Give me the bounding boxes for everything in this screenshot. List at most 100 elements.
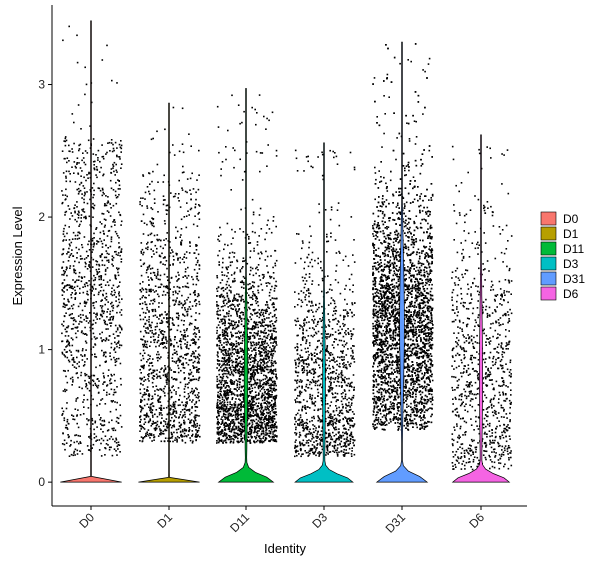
jitter-point	[189, 422, 191, 424]
jitter-point	[217, 423, 219, 426]
jitter-point	[241, 386, 243, 389]
jitter-point	[93, 207, 95, 210]
jitter-point	[228, 419, 230, 421]
jitter-point	[264, 355, 267, 357]
jitter-point	[248, 236, 250, 238]
jitter-point	[227, 358, 229, 361]
jitter-point	[181, 429, 184, 431]
jitter-point	[222, 368, 225, 371]
jitter-point	[195, 312, 197, 314]
jitter-point	[92, 248, 94, 251]
jitter-point	[337, 399, 339, 401]
jitter-point	[222, 346, 224, 349]
jitter-point	[232, 369, 235, 371]
jitter-point	[254, 356, 257, 358]
jitter-point	[232, 281, 234, 283]
jitter-point	[223, 370, 226, 372]
jitter-point	[266, 285, 268, 287]
jitter-point	[224, 304, 226, 307]
jitter-point	[186, 345, 188, 348]
jitter-point	[93, 274, 95, 277]
jitter-point	[259, 437, 261, 440]
jitter-point	[146, 412, 148, 415]
jitter-point	[166, 204, 169, 207]
jitter-point	[254, 308, 256, 311]
jitter-point	[182, 286, 184, 288]
jitter-point	[196, 179, 198, 181]
jitter-point	[232, 324, 235, 327]
jitter-point	[256, 365, 259, 367]
jitter-point	[103, 233, 105, 235]
jitter-point	[185, 226, 188, 229]
jitter-point	[187, 210, 189, 212]
jitter-point	[225, 338, 227, 340]
jitter-point	[186, 202, 188, 204]
jitter-point	[164, 437, 167, 439]
jitter-point	[224, 439, 227, 441]
jitter-point	[265, 437, 268, 440]
jitter-point	[232, 434, 235, 437]
jitter-point	[87, 243, 89, 246]
jitter-point	[181, 189, 184, 191]
jitter-point	[70, 351, 72, 353]
jitter-point	[249, 400, 251, 403]
jitter-point	[164, 394, 166, 397]
jitter-point	[221, 296, 224, 298]
jitter-point	[259, 207, 262, 210]
jitter-point	[223, 346, 225, 349]
jitter-point	[226, 368, 228, 371]
jitter-point	[243, 301, 245, 303]
jitter-point	[234, 327, 236, 330]
jitter-point	[116, 155, 118, 158]
jitter-point	[95, 313, 97, 316]
jitter-point	[143, 391, 146, 394]
jitter-point	[101, 331, 103, 334]
jitter-point	[241, 370, 244, 373]
jitter-point	[234, 401, 237, 403]
jitter-point	[268, 384, 270, 387]
jitter-point	[238, 375, 241, 377]
jitter-point	[238, 303, 241, 306]
jitter-point	[198, 303, 201, 306]
jitter-point	[82, 286, 84, 288]
jitter-point	[61, 294, 64, 296]
jitter-point	[153, 434, 155, 436]
jitter-point	[112, 204, 115, 207]
jitter-point	[198, 205, 201, 207]
jitter-point	[153, 234, 156, 237]
jitter-point	[226, 376, 229, 379]
jitter-point	[85, 257, 88, 259]
jitter-point	[70, 294, 72, 296]
jitter-point	[102, 289, 105, 292]
jitter-point	[160, 283, 163, 286]
jitter-point	[259, 410, 262, 412]
jitter-point	[190, 371, 193, 374]
jitter-point	[147, 399, 150, 401]
jitter-point	[231, 303, 234, 306]
jitter-point	[97, 241, 99, 243]
jitter-point	[239, 399, 241, 402]
jitter-point	[139, 377, 142, 380]
jitter-point	[192, 391, 195, 393]
jitter-point	[227, 277, 230, 280]
jitter-point	[73, 271, 76, 274]
jitter-point	[269, 339, 271, 341]
jitter-point	[109, 352, 111, 354]
jitter-point	[221, 369, 223, 372]
jitter-point	[157, 389, 160, 391]
jitter-point	[272, 397, 275, 400]
jitter-point	[262, 435, 265, 438]
jitter-point	[241, 267, 243, 270]
jitter-point	[174, 400, 177, 403]
jitter-point	[172, 385, 174, 387]
jitter-point	[226, 312, 228, 314]
jitter-point	[218, 397, 221, 399]
jitter-point	[79, 292, 81, 294]
jitter-point	[225, 392, 227, 394]
jitter-point	[167, 351, 169, 354]
jitter-point	[235, 308, 237, 310]
jitter-point	[146, 223, 148, 226]
jitter-point	[218, 439, 221, 441]
jitter-point	[64, 224, 67, 227]
jitter-point	[270, 342, 272, 344]
